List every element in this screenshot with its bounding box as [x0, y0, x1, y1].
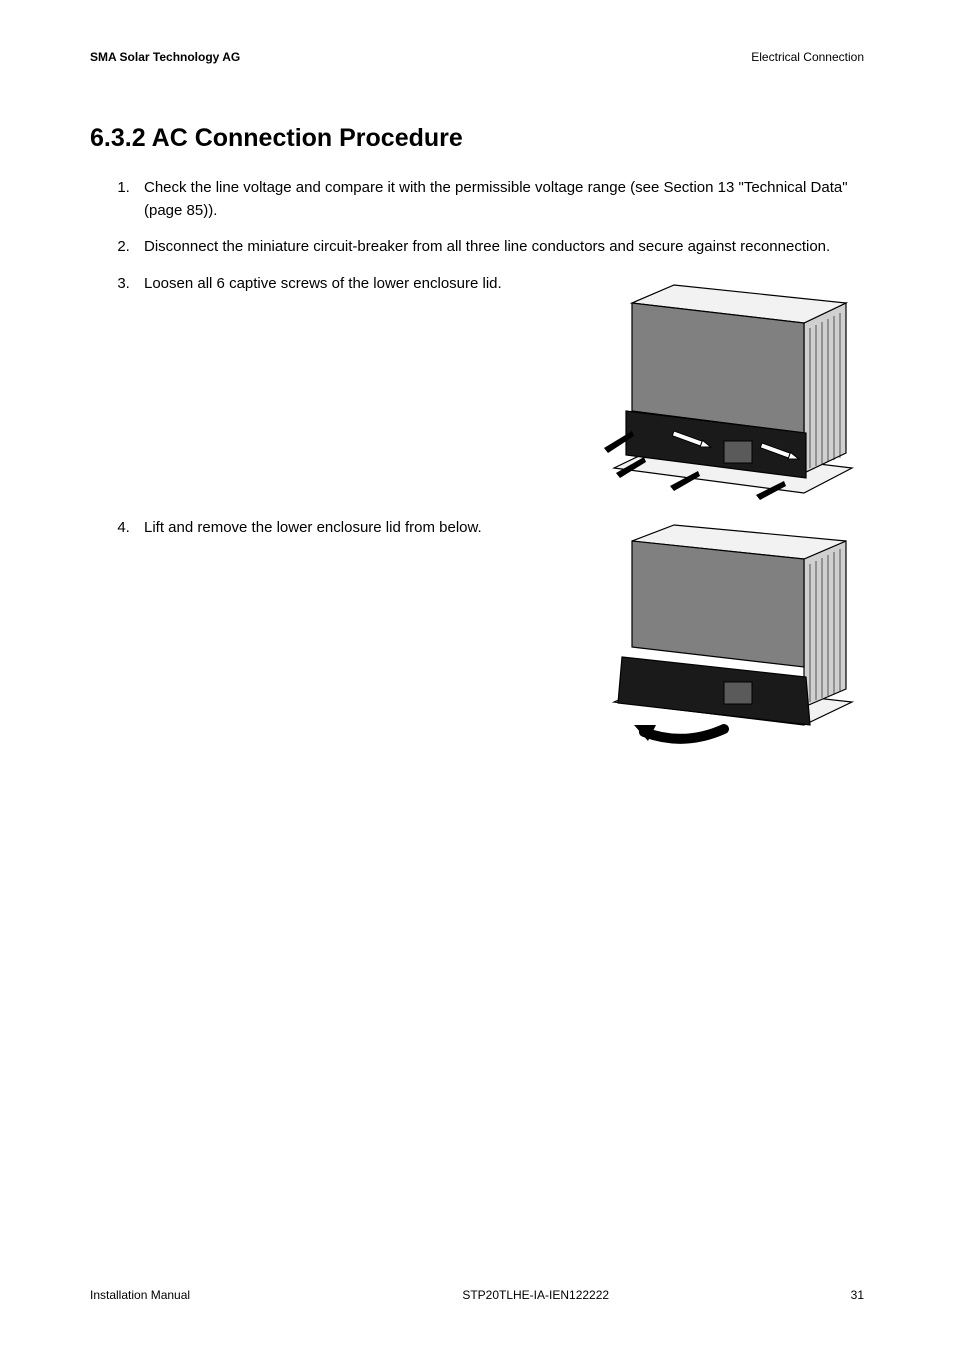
- heading-title: AC Connection Procedure: [152, 124, 463, 152]
- step-2: Disconnect the miniature circuit-breaker…: [134, 236, 864, 259]
- step-text: Check the line voltage and compare it wi…: [144, 179, 848, 219]
- header-section: Electrical Connection: [751, 50, 864, 64]
- inverter-screws-icon: [574, 273, 864, 503]
- heading-number: 6.3.2: [90, 124, 146, 152]
- step-4: Lift and remove the lower enclosure lid …: [134, 517, 864, 747]
- figure-remove-lid: [574, 517, 864, 747]
- page-header: SMA Solar Technology AG Electrical Conne…: [90, 50, 864, 64]
- footer-left: Installation Manual: [90, 1288, 190, 1302]
- inverter-remove-lid-icon: [574, 517, 864, 747]
- header-company: SMA Solar Technology AG: [90, 50, 240, 64]
- figure-loosen-screws: [574, 273, 864, 503]
- page-footer: Installation Manual STP20TLHE-IA-IEN1222…: [90, 1288, 864, 1302]
- footer-page-number: 31: [851, 1288, 864, 1302]
- step-text: Loosen all 6 captive screws of the lower…: [144, 273, 554, 296]
- step-text: Disconnect the miniature circuit-breaker…: [144, 238, 830, 255]
- footer-doc-id: STP20TLHE-IA-IEN122222: [462, 1288, 609, 1302]
- step-3: Loosen all 6 captive screws of the lower…: [134, 273, 864, 503]
- step-1: Check the line voltage and compare it wi…: [134, 177, 864, 222]
- step-text: Lift and remove the lower enclosure lid …: [144, 517, 554, 540]
- procedure-list: Check the line voltage and compare it wi…: [90, 177, 864, 747]
- section-heading: 6.3.2 AC Connection Procedure: [90, 124, 864, 153]
